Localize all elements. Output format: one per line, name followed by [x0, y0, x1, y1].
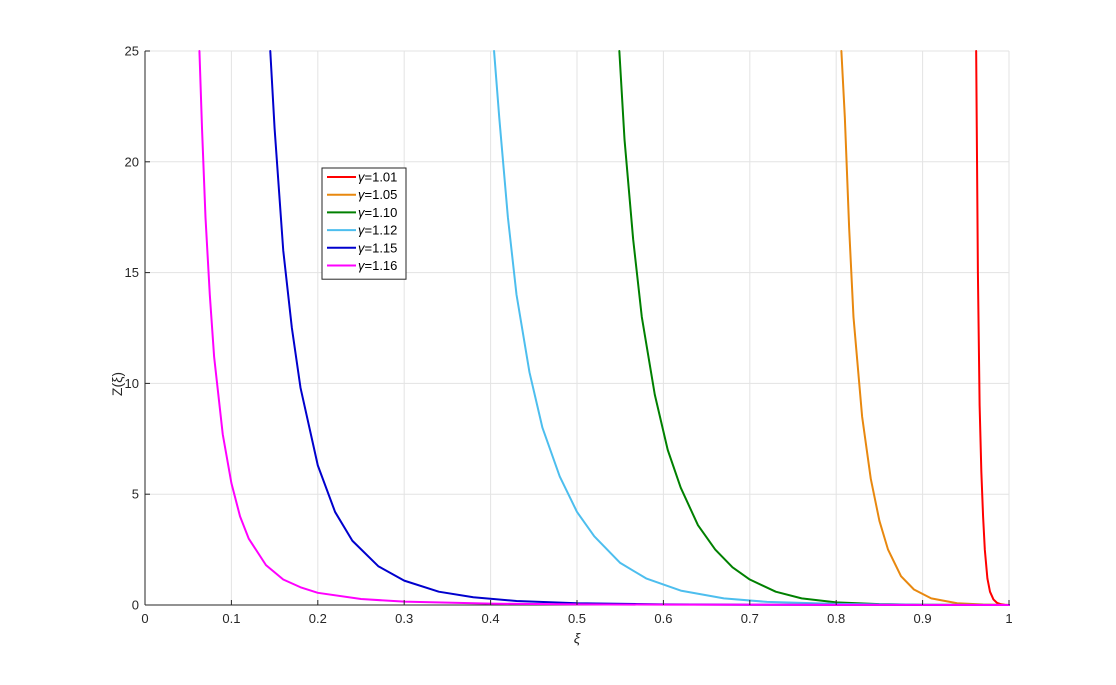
x-tick-label-2: 0.2 — [309, 611, 327, 626]
x-tick-label-7: 0.7 — [741, 611, 759, 626]
legend-box — [321, 167, 407, 280]
x-tick-label-8: 0.8 — [827, 611, 845, 626]
legend: γ=1.01 γ=1.05 γ=1.10 γ=1.12 γ=1.15 γ=1.16 — [321, 167, 407, 280]
legend-entry-2: γ=1.05 — [358, 187, 397, 202]
series-line-5 — [269, 50, 1010, 606]
x-tick-label-1: 0.1 — [222, 611, 240, 626]
series-line-6 — [198, 50, 1010, 606]
legend-entry-1: γ=1.01 — [358, 170, 397, 185]
x-axis-label: ξ — [574, 630, 581, 646]
x-tick-label-6: 0.6 — [654, 611, 672, 626]
series-line-3 — [618, 50, 1010, 606]
y-axis-label: Z(ξ) — [109, 372, 125, 396]
legend-entry-3: γ=1.10 — [358, 205, 397, 220]
x-tick-label-10: 1 — [1005, 611, 1012, 626]
x-tick-label-9: 0.9 — [914, 611, 932, 626]
series-line-4 — [493, 50, 1010, 606]
y-tick-label-1: 5 — [132, 487, 139, 502]
series-lines — [198, 50, 1010, 606]
x-tick-label-5: 0.5 — [568, 611, 586, 626]
series-line-2 — [840, 50, 1010, 606]
y-tick-label-0: 0 — [132, 598, 139, 613]
legend-entry-5: γ=1.15 — [358, 240, 397, 255]
x-tick-label-4: 0.4 — [482, 611, 500, 626]
legend-entry-6: γ=1.16 — [358, 258, 397, 273]
y-tick-label-5: 25 — [125, 44, 139, 59]
x-tick-label-3: 0.3 — [395, 611, 413, 626]
legend-entry-4: γ=1.12 — [358, 223, 397, 238]
y-tick-label-3: 15 — [125, 265, 139, 280]
y-tick-label-4: 20 — [125, 154, 139, 169]
series-line-1 — [975, 50, 1010, 606]
y-tick-label-2: 10 — [125, 376, 139, 391]
x-tick-label-0: 0 — [141, 611, 148, 626]
